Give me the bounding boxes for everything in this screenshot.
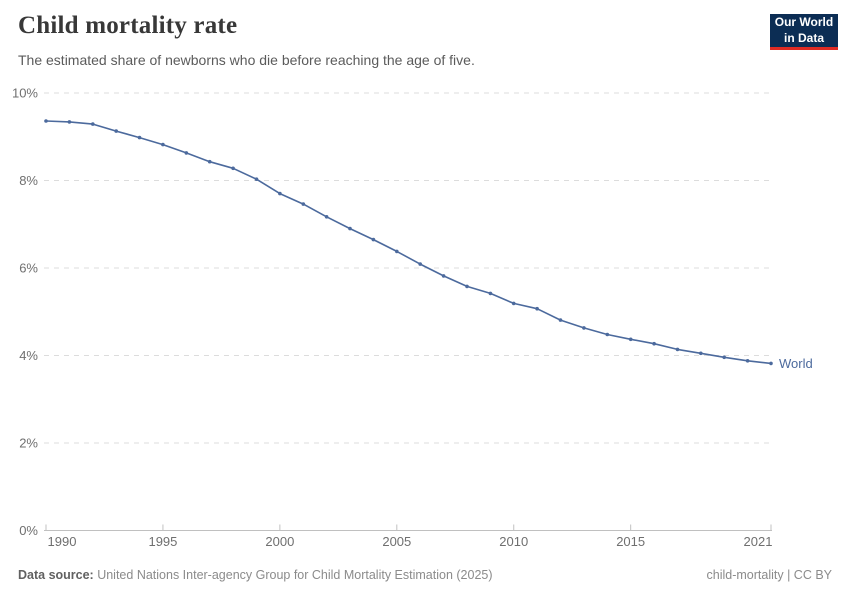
x-axis-tick-label: 1995	[148, 534, 177, 549]
data-point[interactable]	[488, 291, 493, 296]
data-point[interactable]	[114, 129, 118, 133]
data-source: Data source: United Nations Inter-agency…	[18, 568, 493, 582]
data-point[interactable]	[348, 226, 352, 231]
data-point[interactable]	[161, 142, 165, 147]
x-axis-tick-label: 2000	[265, 534, 294, 549]
data-point[interactable]	[605, 332, 610, 337]
series-label-world[interactable]: World	[779, 356, 813, 371]
chart-footer: Data source: United Nations Inter-agency…	[18, 568, 832, 582]
data-point[interactable]	[254, 177, 259, 181]
y-axis-tick-label: 6%	[19, 261, 38, 276]
y-axis-tick-label: 8%	[19, 173, 38, 188]
data-point[interactable]	[418, 262, 423, 266]
x-axis-tick-label: 1990	[48, 534, 77, 549]
y-axis-tick-label: 4%	[19, 348, 38, 363]
owid-logo[interactable]: Our World in Data	[770, 14, 838, 50]
data-point[interactable]	[371, 237, 376, 242]
data-point[interactable]	[582, 326, 586, 330]
owid-logo-line2: in Data	[783, 30, 824, 45]
data-point[interactable]	[511, 301, 516, 306]
data-point[interactable]	[324, 215, 329, 219]
page-subtitle: The estimated share of newborns who die …	[18, 52, 475, 68]
data-point[interactable]	[769, 361, 773, 366]
data-point[interactable]	[44, 119, 48, 123]
data-point[interactable]	[91, 122, 95, 126]
page-title: Child mortality rate	[18, 12, 238, 39]
data-point[interactable]	[67, 120, 72, 124]
y-axis-tick-label: 0%	[19, 523, 38, 538]
x-axis-tick-label: 2005	[382, 534, 411, 549]
data-point[interactable]	[278, 191, 282, 196]
data-point[interactable]	[301, 202, 306, 206]
data-point[interactable]	[535, 306, 539, 311]
owid-logo-line1: Our World	[774, 14, 834, 29]
data-point[interactable]	[722, 355, 726, 360]
x-axis-tick-label: 2021	[744, 534, 773, 549]
data-point[interactable]	[699, 351, 703, 356]
x-axis-tick-label: 2015	[616, 534, 645, 549]
license-link[interactable]: child-mortality | CC BY	[706, 568, 833, 582]
data-source-label: Data source:	[18, 568, 94, 582]
data-point[interactable]	[652, 341, 656, 346]
data-point[interactable]	[465, 284, 469, 289]
data-point[interactable]	[137, 135, 142, 140]
data-point[interactable]	[231, 166, 235, 171]
data-point[interactable]	[441, 274, 446, 278]
y-axis-tick-label: 2%	[19, 436, 38, 451]
line-chart: 0% 2% 4% 6% 8% 10% 1990 1995 2000 2005 2010 2015 202…	[12, 86, 813, 550]
data-point[interactable]	[745, 359, 750, 363]
data-point[interactable]	[628, 337, 633, 342]
data-point[interactable]	[395, 249, 399, 254]
data-source-text: United Nations Inter-agency Group for Ch…	[93, 568, 493, 582]
y-axis-tick-label: 10%	[12, 86, 38, 101]
x-axis-tick-label: 2010	[499, 534, 528, 549]
data-point[interactable]	[207, 159, 212, 164]
data-point[interactable]	[675, 347, 680, 352]
data-point[interactable]	[184, 151, 189, 155]
series-line-world[interactable]	[45, 120, 772, 365]
data-point[interactable]	[558, 318, 563, 322]
